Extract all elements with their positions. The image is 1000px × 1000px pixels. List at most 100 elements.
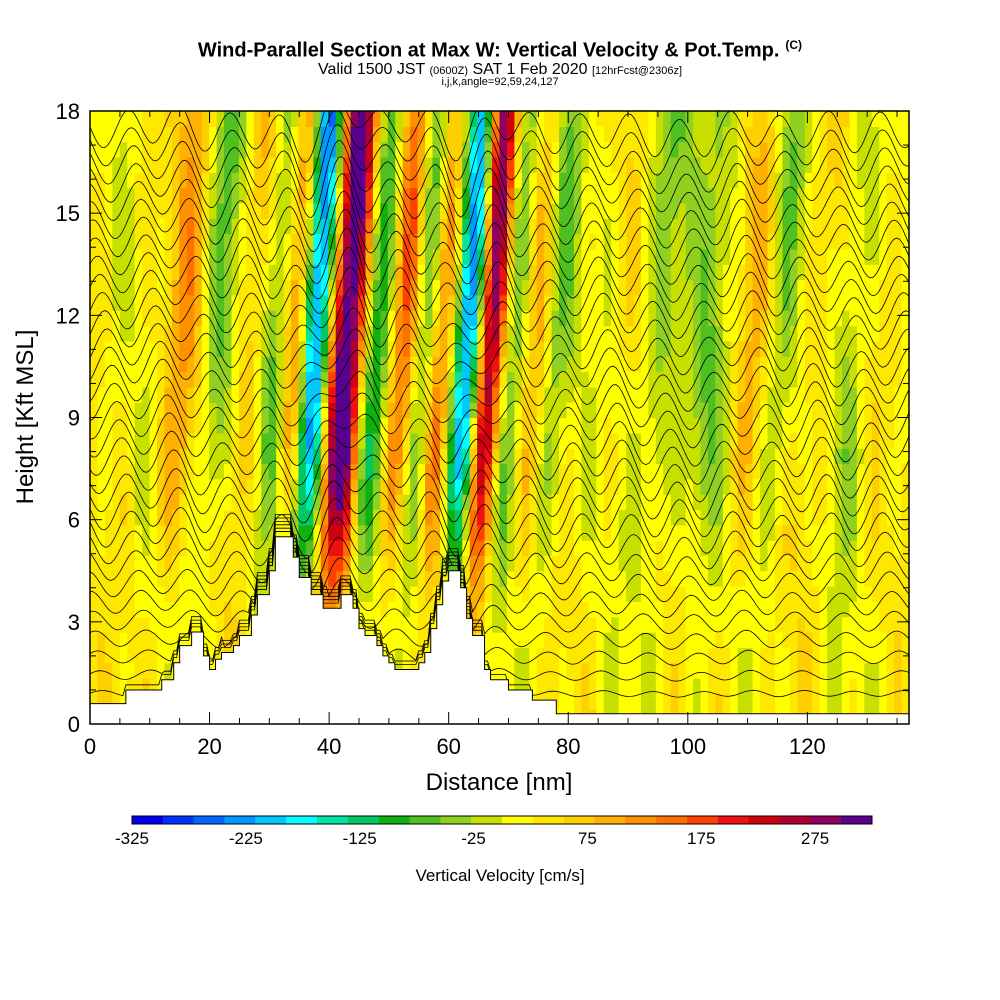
velocity-cell xyxy=(253,233,262,250)
velocity-cell xyxy=(246,448,255,465)
velocity-cell xyxy=(380,187,389,204)
velocity-cell xyxy=(149,616,158,633)
velocity-cell xyxy=(127,678,136,694)
velocity-cell xyxy=(305,126,314,143)
velocity-cell xyxy=(216,279,225,296)
velocity-cell xyxy=(142,371,151,388)
velocity-cell xyxy=(358,616,367,633)
velocity-cell xyxy=(224,294,233,311)
velocity-cell xyxy=(246,310,255,327)
velocity-cell xyxy=(157,586,166,602)
velocity-cell xyxy=(97,279,106,296)
velocity-cell xyxy=(499,494,508,511)
velocity-cell xyxy=(454,248,463,265)
velocity-cell xyxy=(432,402,441,419)
velocity-cell xyxy=(536,187,545,204)
velocity-cell xyxy=(834,172,843,189)
theta-contour xyxy=(90,371,909,431)
velocity-cell xyxy=(536,417,545,434)
velocity-cell xyxy=(678,632,687,648)
velocity-cell xyxy=(224,279,233,296)
velocity-cell xyxy=(454,448,463,465)
velocity-cell xyxy=(901,540,909,557)
velocity-cell xyxy=(291,111,300,127)
velocity-cell xyxy=(521,386,530,403)
velocity-cell xyxy=(886,417,895,434)
velocity-cell xyxy=(253,448,262,465)
velocity-cell xyxy=(841,386,851,403)
velocity-cell xyxy=(715,172,724,189)
velocity-cell xyxy=(358,570,367,587)
velocity-cell xyxy=(707,233,717,250)
velocity-cell xyxy=(201,141,210,158)
velocity-cell xyxy=(611,386,620,403)
velocity-cell xyxy=(871,310,880,327)
velocity-cell xyxy=(774,478,784,495)
velocity-cell xyxy=(819,570,828,587)
velocity-cell xyxy=(745,402,754,419)
velocity-cell xyxy=(886,632,895,648)
velocity-cell xyxy=(253,141,262,158)
velocity-cell xyxy=(521,432,530,449)
velocity-cell xyxy=(856,371,865,388)
velocity-cell xyxy=(737,478,746,495)
velocity-cell xyxy=(164,432,173,449)
velocity-cell xyxy=(261,371,270,388)
velocity-cell xyxy=(797,187,806,204)
velocity-cell xyxy=(328,294,337,311)
velocity-cell xyxy=(216,325,225,342)
velocity-cell xyxy=(246,325,255,342)
velocity-cell xyxy=(134,310,143,327)
velocity-cell xyxy=(626,524,635,541)
velocity-cell xyxy=(186,294,195,311)
velocity-cell xyxy=(477,417,486,434)
velocity-cell xyxy=(320,340,329,357)
velocity-cell xyxy=(745,432,754,449)
velocity-cell xyxy=(313,264,322,281)
velocity-cell xyxy=(521,156,530,173)
velocity-cell xyxy=(693,340,702,357)
velocity-cell xyxy=(819,248,828,265)
velocity-cell xyxy=(335,570,344,587)
velocity-cell xyxy=(789,356,798,373)
velocity-cell xyxy=(417,187,426,204)
velocity-cell xyxy=(186,310,195,327)
velocity-cell xyxy=(462,386,471,403)
velocity-cell xyxy=(343,356,352,373)
velocity-cell xyxy=(573,647,582,664)
velocity-cell xyxy=(224,340,233,357)
velocity-cell xyxy=(871,187,880,204)
velocity-cell xyxy=(97,202,106,219)
velocity-cell xyxy=(305,279,314,296)
velocity-cell xyxy=(901,340,909,357)
velocity-cell xyxy=(179,524,188,541)
velocity-cell xyxy=(685,601,694,618)
velocity-cell xyxy=(90,202,99,219)
velocity-cell xyxy=(797,218,806,235)
velocity-cell xyxy=(201,494,210,511)
velocity-cell xyxy=(804,632,813,648)
velocity-cell xyxy=(127,509,136,526)
velocity-cell xyxy=(305,156,314,173)
velocity-cell xyxy=(149,494,158,511)
velocity-cell xyxy=(871,218,880,235)
velocity-cell xyxy=(142,678,151,694)
velocity-cell xyxy=(626,294,635,311)
velocity-cell xyxy=(529,386,538,403)
velocity-cell xyxy=(700,540,709,557)
velocity-cell xyxy=(246,432,255,449)
velocity-cell xyxy=(90,570,99,587)
velocity-cell xyxy=(484,248,493,265)
velocity-cell xyxy=(157,417,166,434)
velocity-cell xyxy=(179,616,188,633)
velocity-cell xyxy=(581,417,590,434)
velocity-cell xyxy=(707,601,717,618)
velocity-cell xyxy=(462,187,471,204)
velocity-cell xyxy=(305,478,314,495)
velocity-cell xyxy=(313,478,322,495)
velocity-cell xyxy=(529,156,538,173)
velocity-cell xyxy=(410,202,419,219)
velocity-cell xyxy=(201,601,210,618)
velocity-cell xyxy=(506,555,515,572)
velocity-cell xyxy=(655,141,664,158)
